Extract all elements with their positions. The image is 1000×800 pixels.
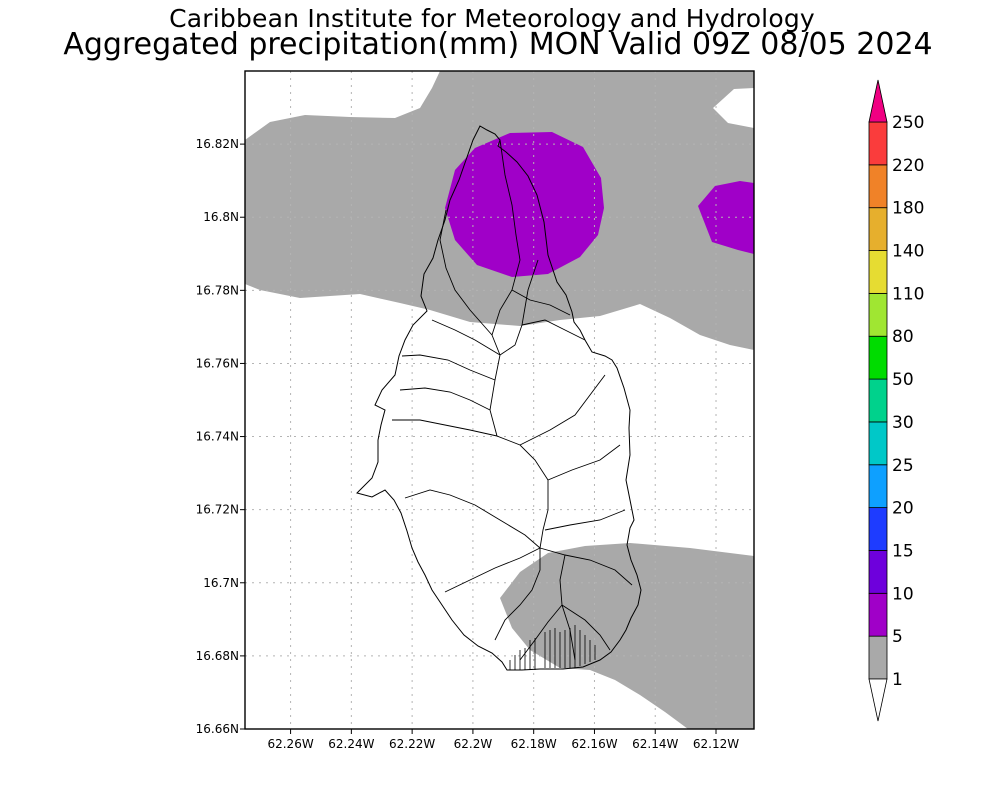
lat-tick-label: 16.7N <box>203 576 239 590</box>
colorbar-segment <box>868 635 888 680</box>
shade-south-band <box>500 543 754 729</box>
graticule <box>245 71 754 730</box>
precip-shading <box>245 71 754 729</box>
colorbar-label: 220 <box>892 156 924 176</box>
island-micro-drainage <box>509 625 596 670</box>
colorbar-segment <box>868 335 888 380</box>
colorbar-label: 20 <box>892 499 914 519</box>
lon-tick-label: 62.18W <box>511 737 557 751</box>
title-line-1: Caribbean Institute for Meteorology and … <box>169 4 815 33</box>
island-drainage <box>392 139 633 661</box>
lon-tick-label: 62.22W <box>389 737 435 751</box>
longitude-tick-labels: 62.26W 62.24W 62.22W 62.2W 62.18W 62.16W 62.14… <box>267 729 739 751</box>
colorbar-segment <box>868 207 888 251</box>
lon-tick-label: 62.26W <box>267 737 313 751</box>
colorbar-segment <box>868 164 888 209</box>
latitude-tick-labels: 16.82N 16.8N 16.78N 16.76N 16.74N 16.72N 16.7N… <box>196 137 245 736</box>
colorbar-under-triangle <box>868 678 888 722</box>
colorbar-segment <box>868 292 888 337</box>
colorbar-label: 15 <box>892 541 914 561</box>
colorbar-label: 5 <box>892 627 903 647</box>
colorbar-label: 140 <box>892 242 924 262</box>
lat-tick-label: 16.8N <box>203 210 239 224</box>
lon-tick-label: 62.12W <box>693 737 739 751</box>
colorbar-segment <box>868 507 888 551</box>
lon-tick-label: 62.24W <box>328 737 374 751</box>
island-coastline <box>356 125 642 671</box>
shade-east-core <box>698 181 754 254</box>
lon-tick-label: 62.16W <box>571 737 617 751</box>
lat-tick-label: 16.78N <box>196 283 239 297</box>
lat-tick-label: 16.68N <box>196 649 239 663</box>
lat-tick-label: 16.72N <box>196 503 239 517</box>
title-line-2: Aggregated precipitation(mm) MON Valid 0… <box>63 27 933 62</box>
colorbar-segment <box>868 378 888 423</box>
plot-frame <box>244 70 755 730</box>
colorbar-label: 1 <box>892 670 903 690</box>
colorbar-label: 250 <box>892 113 924 133</box>
colorbar-label: 25 <box>892 456 914 476</box>
colorbar-label: 50 <box>892 370 914 390</box>
colorbar-segment <box>868 121 888 166</box>
colorbar-over-triangle <box>868 79 888 123</box>
lon-tick-label: 62.2W <box>454 737 493 751</box>
colorbar-label: 80 <box>892 327 914 347</box>
colorbar-segment <box>868 421 888 466</box>
lat-tick-label: 16.76N <box>196 356 239 370</box>
colorbar-segment <box>868 250 888 294</box>
colorbar-segment <box>868 464 888 509</box>
island-outline <box>356 125 642 671</box>
colorbar-segment <box>868 550 888 594</box>
colorbar-segment <box>868 592 888 637</box>
lat-tick-label: 16.74N <box>196 430 239 444</box>
colorbar-label: 180 <box>892 199 924 219</box>
colorbar-label: 10 <box>892 584 914 604</box>
colorbar-label: 110 <box>892 284 924 304</box>
lat-tick-label: 16.66N <box>196 722 239 736</box>
lat-tick-label: 16.82N <box>196 137 239 151</box>
shade-north-core <box>445 132 604 277</box>
lon-tick-label: 62.14W <box>632 737 678 751</box>
colorbar-label: 30 <box>892 413 914 433</box>
